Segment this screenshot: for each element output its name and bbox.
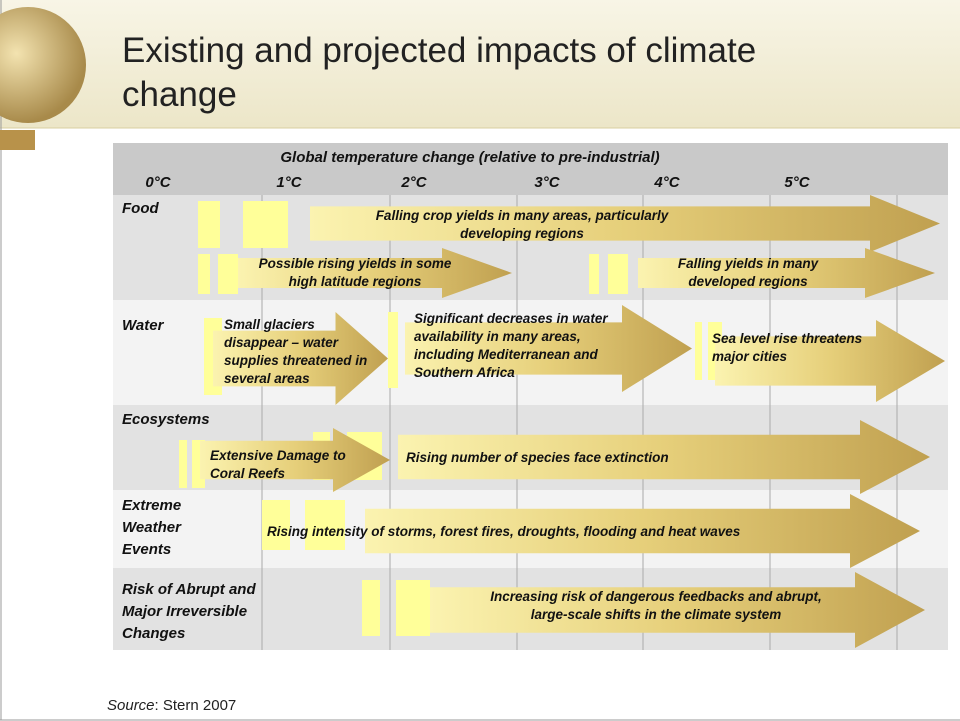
source-text: : Stern 2007 [155, 697, 237, 714]
arrow-text: Sea level rise threatens [712, 331, 863, 346]
arrow-text: major cities [712, 349, 788, 364]
arrow-text: Possible rising yields in some [259, 256, 452, 271]
temperature-label: 2°C [400, 174, 427, 191]
arrow-text: Coral Reefs [210, 466, 286, 481]
arrow-text: developed regions [688, 274, 808, 289]
row-label: Weather [122, 519, 182, 536]
header-row [113, 143, 948, 195]
arrow [213, 312, 388, 405]
arrow-text: Southern Africa [414, 365, 515, 380]
arrow [430, 572, 925, 648]
arrow [200, 428, 390, 492]
arrow-text: Small glaciers [224, 317, 315, 332]
arrow-text: large-scale shifts in the climate system [531, 607, 782, 622]
row-label: Extreme [122, 497, 181, 514]
threshold-bar [218, 254, 238, 294]
arrow-text: Increasing risk of dangerous feedbacks a… [490, 589, 822, 604]
arrow-text: Falling yields in many [678, 256, 820, 271]
arrow-text: Rising intensity of storms, forest fires… [267, 524, 741, 539]
threshold-bar [305, 500, 345, 550]
threshold-bar [179, 440, 187, 488]
threshold-bar [608, 254, 628, 294]
globe-icon [0, 7, 86, 123]
threshold-bar [262, 500, 290, 550]
temperature-label: 5°C [784, 174, 810, 191]
row-label: Ecosystems [122, 411, 210, 428]
arrow-text: Extensive Damage to [210, 448, 346, 463]
arrow-text: high latitude regions [289, 274, 422, 289]
threshold-bar [388, 312, 398, 388]
row-label: Water [122, 317, 165, 334]
source: Source: Stern 2007 [107, 697, 236, 714]
arrow-text: including Mediterranean and [414, 347, 599, 362]
threshold-bar [243, 201, 288, 248]
arrow [365, 494, 920, 568]
arrow-text: Falling crop yields in many areas, parti… [376, 208, 670, 223]
temperature-label: 1°C [276, 174, 302, 191]
threshold-bar [198, 201, 220, 248]
diagram: Global temperature change (relative to p… [113, 143, 948, 650]
row-label: Major Irreversible [122, 603, 247, 620]
header: Global temperature change (relative to p… [280, 149, 659, 166]
arrow [238, 248, 512, 298]
arrow-text: developing regions [460, 226, 584, 241]
title: change [122, 75, 237, 114]
arrow-text: Significant decreases in water [414, 311, 608, 326]
globe-stand [0, 130, 35, 150]
arrow-text: supplies threatened in [224, 353, 367, 368]
arrow-text: availability in many areas, [414, 329, 581, 344]
row-label: Risk of Abrupt and [122, 581, 256, 598]
arrow [398, 420, 930, 494]
threshold-bar [204, 318, 212, 395]
threshold-bar [198, 254, 210, 294]
arrow-text: disappear – water [224, 335, 339, 350]
arrow [638, 248, 935, 298]
threshold-bar [695, 322, 702, 380]
arrow-text: several areas [224, 371, 310, 386]
source-label: Source [107, 697, 155, 714]
arrow [405, 305, 692, 392]
row-label: Changes [122, 625, 185, 642]
arrow [715, 320, 945, 402]
threshold-bar [362, 580, 380, 636]
arrow [310, 195, 940, 252]
threshold-bar [396, 580, 430, 636]
title-band [0, 0, 960, 128]
arrow-text: Rising number of species face extinction [406, 450, 669, 465]
temperature-label: 3°C [534, 174, 560, 191]
row-label: Events [122, 541, 171, 558]
temperature-label: 4°C [653, 174, 680, 191]
title: Existing and projected impacts of climat… [122, 31, 756, 70]
threshold-bar [589, 254, 599, 294]
row-label: Food [122, 200, 159, 217]
temperature-label: 0°C [145, 174, 171, 191]
